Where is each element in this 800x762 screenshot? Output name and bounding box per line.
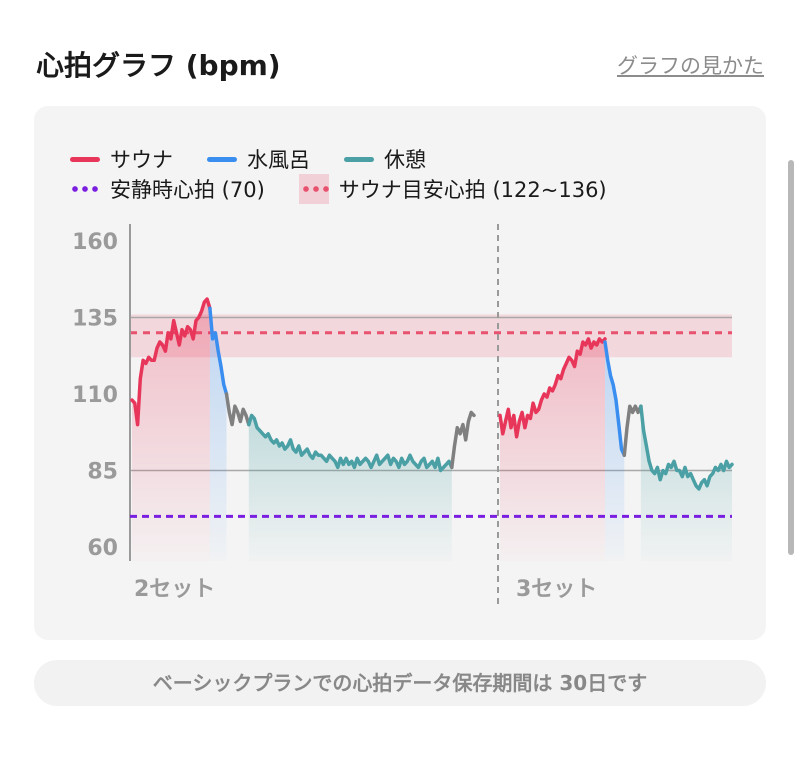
sauna-swatch (70, 156, 100, 162)
series-area-cold_bath-set2 (209, 308, 227, 561)
legend-cold-bath-label: 水風呂 (247, 148, 310, 172)
cold-bath-swatch (207, 156, 237, 162)
series-line-transition-set2 (450, 410, 476, 470)
legend-row-1: サウナ 水風呂 休憩 (70, 144, 460, 174)
y-tick-label: 110 (72, 383, 118, 408)
set-label: 3セット (516, 577, 597, 602)
legend-sauna-label: サウナ (110, 148, 173, 172)
series-line-rest-set3 (639, 404, 734, 491)
series-area-rest-set2 (248, 415, 452, 561)
series-line-sauna-set3 (498, 337, 607, 439)
legend-row-2: 安静時心拍 (70) サウナ目安心拍 (122~136) (70, 174, 641, 204)
legend-rest: 休憩 (344, 144, 426, 174)
page-title: 心拍グラフ (bpm) (36, 49, 281, 82)
target-band-swatch (298, 174, 329, 204)
series-line-transition-set3 (622, 404, 643, 457)
series-area-rest-set3 (640, 406, 732, 561)
series-area-sauna-set2 (132, 299, 210, 561)
heart-rate-chart: 60 85 110 135 160 2セット 3セット (72, 224, 734, 608)
chart-card: サウナ 水風呂 休憩 安静時心拍 (70) サウナ目安心拍 (122~136) … (34, 106, 766, 640)
legend-resting-label: 安静時心拍 (70) (110, 178, 265, 202)
series-line-transition-set2 (224, 392, 251, 427)
series-area-sauna-set3 (500, 338, 605, 561)
y-tick-label: 60 (87, 536, 118, 561)
series-line-cold_bath-set2 (208, 306, 229, 396)
series-area-cold_bath-set3 (604, 342, 625, 561)
legend-target-label: サウナ目安心拍 (122~136) (338, 178, 607, 202)
rest-swatch (344, 156, 374, 162)
legend-resting: 安静時心拍 (70) (70, 174, 265, 204)
series-line-cold_bath-set3 (603, 340, 627, 457)
series-line-sauna-set2 (130, 297, 212, 427)
legend-sauna: サウナ (70, 144, 173, 174)
legend-rest-label: 休憩 (384, 148, 426, 172)
help-link[interactable]: グラフの見かた (617, 54, 764, 78)
y-tick-label: 135 (72, 307, 118, 332)
resting-swatch (70, 186, 100, 192)
y-tick-label: 85 (87, 460, 118, 485)
legend-cold-bath: 水風呂 (207, 144, 310, 174)
retention-notice: ベーシックプランでの心拍データ保存期間は 30日です (34, 660, 766, 706)
scrollbar[interactable] (788, 160, 794, 555)
series-line-rest-set2 (247, 413, 454, 473)
y-tick-label: 160 (72, 230, 118, 255)
target-band (130, 314, 732, 358)
legend-target: サウナ目安心拍 (122~136) (298, 174, 607, 204)
set-label: 2セット (134, 577, 215, 602)
